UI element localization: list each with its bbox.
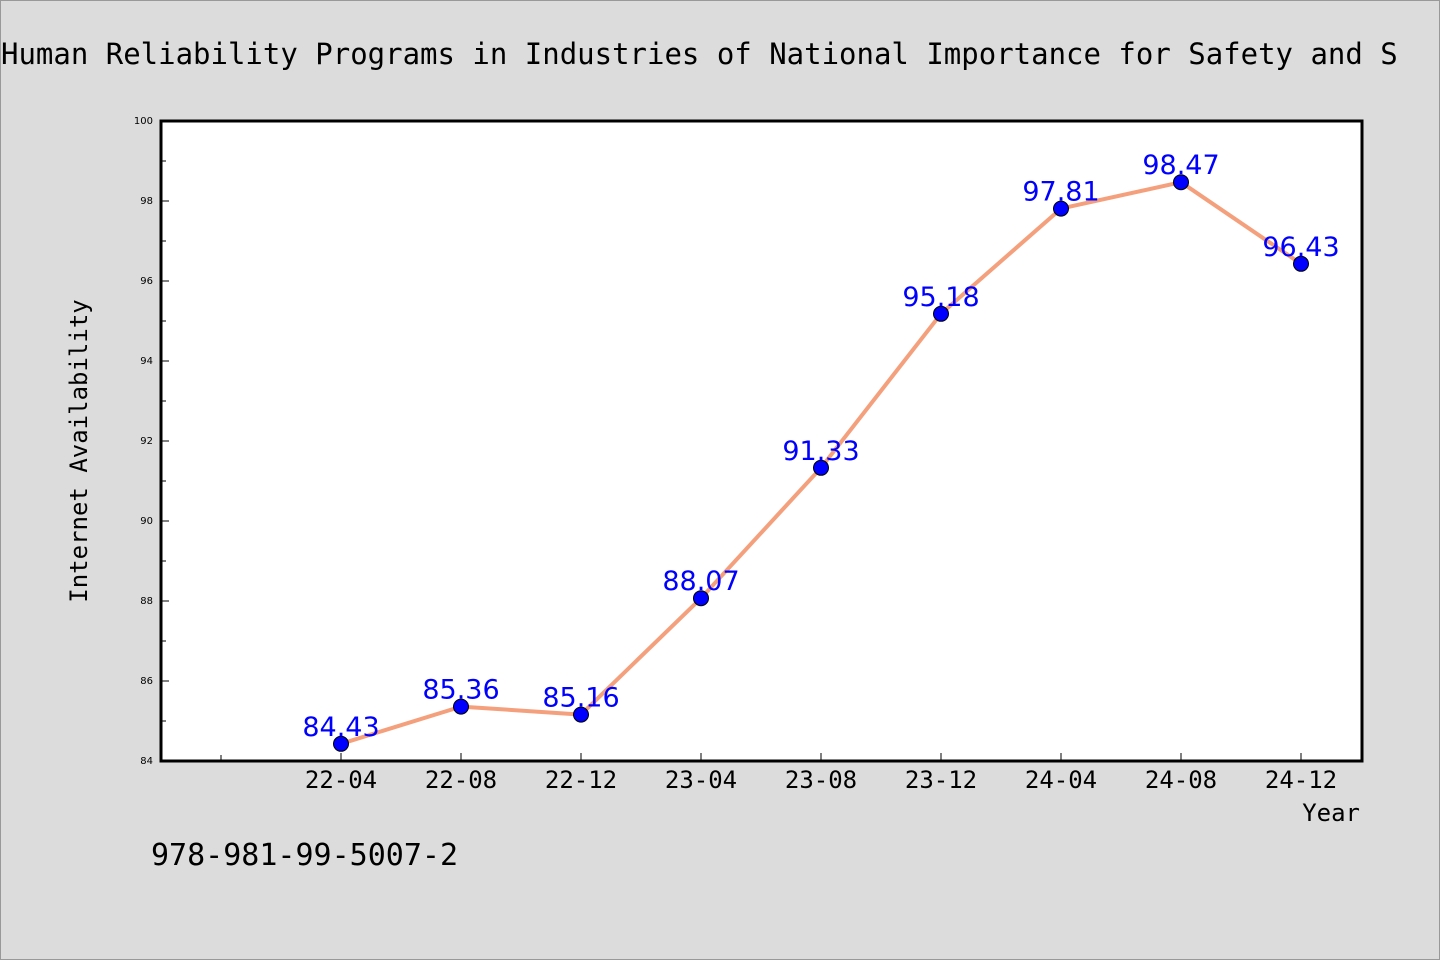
data-label: 95.18 (902, 282, 979, 313)
x-tick-label: 23-04 (665, 766, 737, 794)
data-label: 85.36 (422, 675, 499, 706)
data-point (813, 459, 829, 476)
y-tick-label: 100 (134, 116, 153, 127)
x-tick-label: 24-04 (1025, 766, 1097, 794)
data-point (933, 305, 949, 322)
data-point (1293, 255, 1309, 272)
data-point (453, 698, 469, 715)
data-point (1053, 200, 1069, 217)
data-label: 91.33 (782, 436, 859, 467)
data-label: 84.43 (302, 712, 379, 743)
data-point (1173, 174, 1189, 191)
y-tick-label: 84 (140, 756, 153, 767)
x-tick-label: 23-12 (905, 766, 977, 794)
data-label: 96.43 (1262, 232, 1339, 263)
x-tick-label: 22-08 (425, 766, 497, 794)
data-label: 97.81 (1022, 177, 1099, 208)
y-tick-label: 92 (140, 436, 153, 447)
y-tick-label: 94 (140, 356, 153, 367)
x-tick-label: 24-12 (1265, 766, 1337, 794)
x-axis-ticks: 22-04 22-08 22-12 23-04 23-08 23-12 24-04 24-08… (220, 753, 1337, 794)
data-point (333, 735, 349, 752)
data-label: 85.16 (542, 683, 619, 714)
x-tick-label: 24-08 (1145, 766, 1217, 794)
data-label: 88.07 (662, 566, 739, 597)
footer-isbn: 978-981-99-5007-2 (151, 838, 458, 873)
data-label: 98.47 (1142, 150, 1219, 181)
plot-area (161, 121, 1362, 761)
y-axis-label: Internet Availability (65, 299, 93, 602)
y-tick-label: 88 (140, 596, 153, 607)
y-axis-ticks: 84 86 88 90 92 94 96 98 100 (134, 116, 169, 767)
data-point (693, 590, 709, 607)
chart-title: Human Reliability Programs in Industries… (1, 37, 1398, 71)
plot-border (159, 119, 1364, 763)
y-tick-label: 90 (140, 516, 153, 527)
y-tick-label: 96 (140, 276, 153, 287)
series-layer: 84.43 85.36 85.16 88.07 91.33 95.18 97.81 98.47… (302, 150, 1340, 752)
data-point (573, 706, 589, 723)
x-tick-label: 22-12 (545, 766, 617, 794)
x-axis-label: Year (1302, 799, 1360, 827)
x-tick-label: 23-08 (785, 766, 857, 794)
y-tick-label: 98 (140, 196, 153, 207)
y-tick-label: 86 (140, 676, 153, 687)
x-tick-label: 22-04 (305, 766, 377, 794)
